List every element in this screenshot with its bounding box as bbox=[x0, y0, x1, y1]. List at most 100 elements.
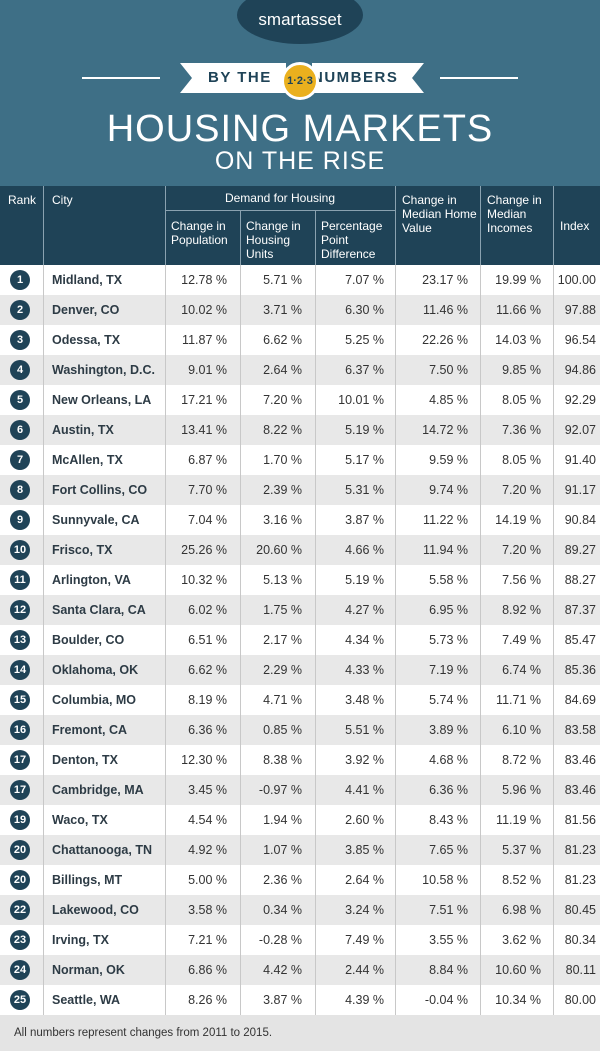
page-subtitle: ON THE RISE bbox=[214, 147, 386, 175]
cell-pop: 17.21 % bbox=[181, 393, 227, 407]
cell-income: 7.20 % bbox=[502, 483, 541, 497]
table-row: 7 McAllen, TX 6.87 % 1.70 % 5.17 % 9.59 % 8.05… bbox=[0, 445, 600, 475]
cell-index: 85.47 bbox=[564, 633, 596, 647]
cell-units: 3.16 % bbox=[263, 513, 302, 527]
table-row: 20 Billings, MT 5.00 % 2.36 % 2.64 % 10.58 % 8… bbox=[0, 865, 600, 895]
cell-index: 80.45 bbox=[564, 903, 596, 917]
cell-pp: 2.44 % bbox=[345, 963, 384, 977]
cell-units: 1.75 % bbox=[263, 603, 302, 617]
cell-pp: 4.27 % bbox=[345, 603, 384, 617]
cell-index: 80.34 bbox=[564, 933, 596, 947]
table-row: 19 Waco, TX 4.54 % 1.94 % 2.60 % 8.43 % 11.19 … bbox=[0, 805, 600, 835]
cell-index: 92.07 bbox=[564, 423, 596, 437]
table-row: 4 Washington, D.C. 9.01 % 2.64 % 6.37 % 7.50 … bbox=[0, 355, 600, 385]
rank-badge: 9 bbox=[10, 510, 30, 530]
cell-pop: 4.54 % bbox=[188, 813, 227, 827]
cell-units: 20.60 % bbox=[256, 543, 302, 557]
cell-units: 2.29 % bbox=[263, 663, 302, 677]
cell-home: 3.55 % bbox=[429, 933, 468, 947]
table-row: 17 Cambridge, MA 3.45 % -0.97 % 4.41 % 6.36 %… bbox=[0, 775, 600, 805]
cell-pp: 10.01 % bbox=[338, 393, 384, 407]
cell-pop: 8.19 % bbox=[188, 693, 227, 707]
city-name: Billings, MT bbox=[52, 873, 123, 887]
cell-home: 11.46 % bbox=[423, 303, 468, 317]
divider bbox=[82, 77, 160, 79]
rank-badge: 8 bbox=[10, 480, 30, 500]
cell-pop: 3.58 % bbox=[188, 903, 227, 917]
table-row: 3 Odessa, TX 11.87 % 6.62 % 5.25 % 22.26 % 14.… bbox=[0, 325, 600, 355]
cell-home: 11.94 % bbox=[423, 543, 468, 557]
table-row: 12 Santa Clara, CA 6.02 % 1.75 % 4.27 % 6.95 … bbox=[0, 595, 600, 625]
table-row: 13 Boulder, CO 6.51 % 2.17 % 4.34 % 5.73 % 7.4… bbox=[0, 625, 600, 655]
cell-pop: 7.04 % bbox=[188, 513, 227, 527]
rank-badge: 1 bbox=[10, 270, 30, 290]
city-name: Fremont, CA bbox=[52, 723, 127, 737]
cell-units: 8.22 % bbox=[263, 423, 302, 437]
cell-units: 3.87 % bbox=[263, 993, 302, 1007]
table-row: 25 Seattle, WA 8.26 % 3.87 % 4.39 % -0.04 % 10… bbox=[0, 985, 600, 1015]
cell-pop: 7.70 % bbox=[188, 483, 227, 497]
cell-units: 4.71 % bbox=[263, 693, 302, 707]
table-row: 6 Austin, TX 13.41 % 8.22 % 5.19 % 14.72 % 7.3… bbox=[0, 415, 600, 445]
cell-income: 6.74 % bbox=[502, 663, 541, 677]
cell-pop: 4.92 % bbox=[188, 843, 227, 857]
table-row: 5 New Orleans, LA 17.21 % 7.20 % 10.01 % 4.85… bbox=[0, 385, 600, 415]
cell-pop: 11.87 % bbox=[182, 333, 227, 347]
cell-pp: 7.07 % bbox=[345, 273, 384, 287]
byline-right: NUMBERS bbox=[312, 63, 424, 93]
cell-home: 7.19 % bbox=[429, 663, 468, 677]
cell-pop: 12.30 % bbox=[181, 753, 227, 767]
table-row: 1 Midland, TX 12.78 % 5.71 % 7.07 % 23.17 % 19… bbox=[0, 265, 600, 295]
cell-home: 5.73 % bbox=[429, 633, 468, 647]
cell-pop: 6.02 % bbox=[188, 603, 227, 617]
city-name: Chattanooga, TN bbox=[52, 843, 152, 857]
cell-units: 2.64 % bbox=[263, 363, 302, 377]
cell-pp: 6.37 % bbox=[345, 363, 384, 377]
cell-income: 5.96 % bbox=[502, 783, 541, 797]
cell-index: 87.37 bbox=[564, 603, 596, 617]
cell-pp: 4.33 % bbox=[345, 663, 384, 677]
cell-pp: 6.30 % bbox=[345, 303, 384, 317]
cell-pp: 3.24 % bbox=[345, 903, 384, 917]
cell-pop: 9.01 % bbox=[188, 363, 227, 377]
table-row: 14 Oklahoma, OK 6.62 % 2.29 % 4.33 % 7.19 % 6.… bbox=[0, 655, 600, 685]
cell-income: 10.60 % bbox=[495, 963, 541, 977]
cell-income: 19.99 % bbox=[495, 273, 541, 287]
cell-index: 91.17 bbox=[564, 483, 596, 497]
rank-badge: 10 bbox=[10, 540, 30, 560]
cell-pp: 3.87 % bbox=[345, 513, 384, 527]
cell-pop: 13.41 % bbox=[181, 423, 227, 437]
cell-units: 1.94 % bbox=[263, 813, 302, 827]
cell-index: 97.88 bbox=[564, 303, 596, 317]
header-index: Index bbox=[560, 219, 590, 233]
table-row: 17 Denton, TX 12.30 % 8.38 % 3.92 % 4.68 % 8.7… bbox=[0, 745, 600, 775]
cell-income: 11.19 % bbox=[496, 813, 541, 827]
city-name: Washington, D.C. bbox=[52, 363, 155, 377]
cell-units: -0.97 % bbox=[258, 783, 302, 797]
cell-pp: 5.25 % bbox=[345, 333, 384, 347]
cell-pop: 25.26 % bbox=[181, 543, 227, 557]
city-name: Sunnyvale, CA bbox=[52, 513, 140, 527]
city-name: Fort Collins, CO bbox=[52, 483, 148, 497]
city-name: Cambridge, MA bbox=[52, 783, 144, 797]
cell-pop: 6.62 % bbox=[188, 663, 227, 677]
cell-index: 80.11 bbox=[565, 963, 596, 977]
cell-income: 14.19 % bbox=[495, 513, 541, 527]
cell-income: 3.62 % bbox=[502, 933, 541, 947]
table-row: 15 Columbia, MO 8.19 % 4.71 % 3.48 % 5.74 % 11… bbox=[0, 685, 600, 715]
city-name: Oklahoma, OK bbox=[52, 663, 139, 677]
header-incomes: Change in Median Incomes bbox=[487, 193, 542, 235]
rank-badge: 15 bbox=[10, 690, 30, 710]
header-home-value: Change in Median Home Value bbox=[402, 193, 477, 235]
cell-home: 22.26 % bbox=[422, 333, 468, 347]
cell-index: 91.40 bbox=[564, 453, 596, 467]
cell-home: -0.04 % bbox=[424, 993, 468, 1007]
cell-pp: 3.92 % bbox=[345, 753, 384, 767]
cell-units: 0.85 % bbox=[263, 723, 302, 737]
city-name: Denver, CO bbox=[52, 303, 120, 317]
cell-income: 7.36 % bbox=[502, 423, 541, 437]
city-name: Santa Clara, CA bbox=[52, 603, 146, 617]
cell-income: 14.03 % bbox=[495, 333, 541, 347]
header-demand-group: Demand for Housing bbox=[224, 191, 336, 205]
cell-income: 9.85 % bbox=[502, 363, 541, 377]
